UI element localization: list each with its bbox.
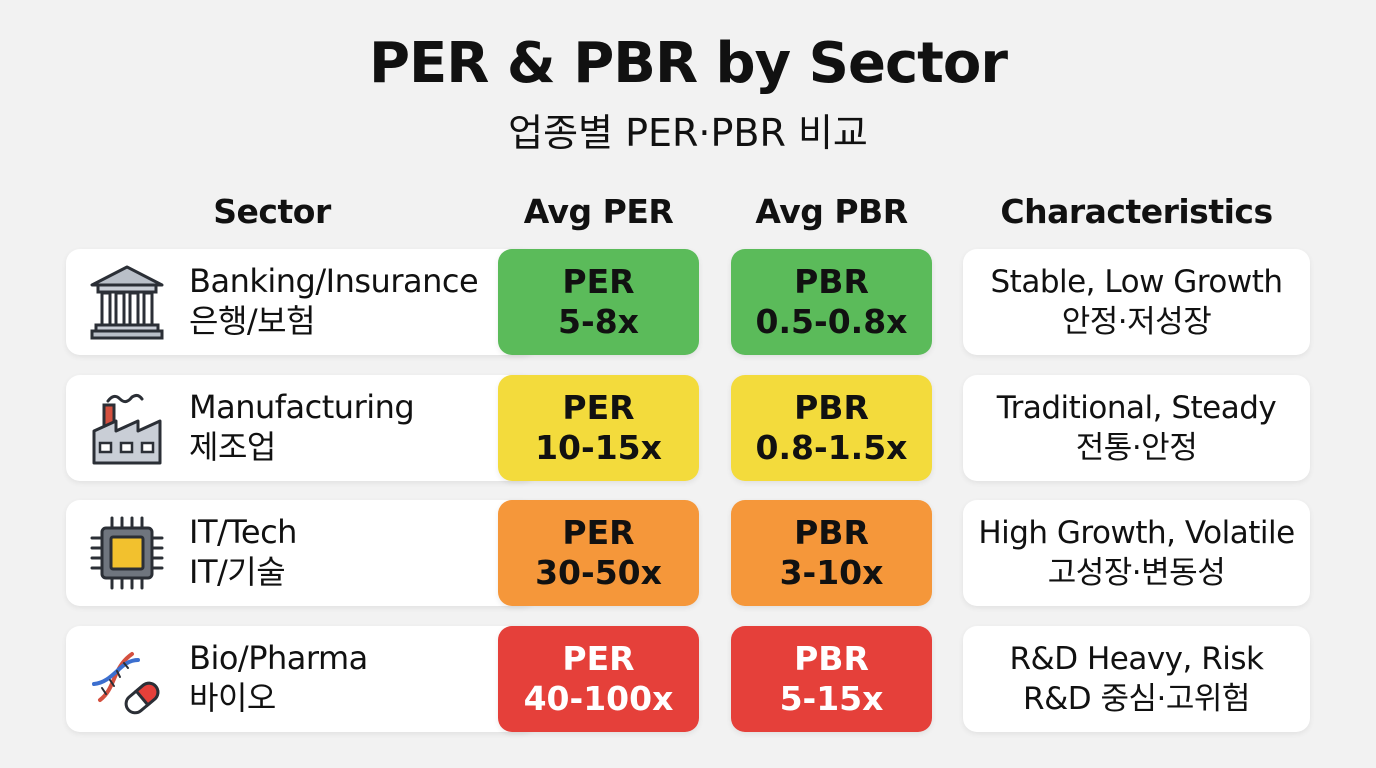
per-label: PER [562, 388, 635, 427]
table-row: Bio/Pharma 바이오 PER 40-100x PBR 5-15x R&D… [0, 626, 1376, 734]
pbr-range: 0.8-1.5x [755, 428, 908, 467]
per-cell: PER 30-50x [498, 500, 699, 606]
sector-card: IT/Tech IT/기술 [66, 500, 536, 606]
per-cell: PER 40-100x [498, 626, 699, 732]
sector-card: Manufacturing 제조업 [66, 375, 536, 481]
per-range: 5-8x [558, 302, 639, 341]
per-cell: PER 5-8x [498, 249, 699, 355]
characteristics-card: High Growth, Volatile 고성장·변동성 [963, 500, 1310, 606]
per-range: 10-15x [535, 428, 662, 467]
characteristics-card: R&D Heavy, Risk R&D 중심·고위험 [963, 626, 1310, 732]
per-label: PER [562, 639, 635, 678]
pbr-cell: PBR 3-10x [731, 500, 932, 606]
sector-name-ko: 바이오 [189, 679, 276, 717]
pbr-label: PBR [794, 513, 869, 552]
pbr-cell: PBR 0.8-1.5x [731, 375, 932, 481]
pbr-range: 0.5-0.8x [755, 302, 908, 341]
sector-card: Banking/Insurance 은행/보험 [66, 249, 536, 355]
table-row: IT/Tech IT/기술 PER 30-50x PBR 3-10x High … [0, 500, 1376, 608]
per-range: 30-50x [535, 553, 662, 592]
sector-card: Bio/Pharma 바이오 [66, 626, 536, 732]
characteristics-en: High Growth, Volatile [978, 515, 1295, 551]
sector-name: Manufacturing 제조업 [189, 387, 415, 467]
header-characteristics: Characteristics [1000, 192, 1273, 231]
chip-icon [90, 516, 164, 590]
dna-pill-icon [92, 652, 160, 715]
characteristics-card: Stable, Low Growth 안정·저성장 [963, 249, 1310, 355]
bank-icon [90, 265, 164, 340]
header-avg-per: Avg PER [523, 192, 674, 231]
sector-name-en: Manufacturing [189, 388, 415, 426]
page-title: PER & PBR by Sector [368, 31, 1008, 96]
sector-name-ko: IT/기술 [189, 553, 286, 591]
per-range: 40-100x [523, 679, 674, 718]
sector-name-en: Banking/Insurance [189, 262, 479, 300]
sector-name-en: IT/Tech [189, 513, 297, 551]
characteristics-en: Traditional, Steady [996, 390, 1277, 426]
sector-name: Bio/Pharma 바이오 [189, 638, 368, 718]
per-label: PER [562, 513, 635, 552]
sector-name-ko: 제조업 [189, 428, 276, 466]
per-cell: PER 10-15x [498, 375, 699, 481]
characteristics-card: Traditional, Steady 전통·안정 [963, 375, 1310, 481]
page-subtitle: 업종별 PER·PBR 비교 [508, 111, 868, 155]
pbr-cell: PBR 0.5-0.8x [731, 249, 932, 355]
pbr-cell: PBR 5-15x [731, 626, 932, 732]
pbr-label: PBR [794, 639, 869, 678]
table-row: Manufacturing 제조업 PER 10-15x PBR 0.8-1.5… [0, 375, 1376, 483]
header-sector: Sector [213, 192, 331, 231]
pbr-label: PBR [794, 262, 869, 301]
pbr-range: 3-10x [779, 553, 884, 592]
sector-name-ko: 은행/보험 [189, 302, 316, 340]
characteristics-en: R&D Heavy, Risk [1009, 641, 1264, 677]
table-row: Banking/Insurance 은행/보험 PER 5-8x PBR 0.5… [0, 249, 1376, 357]
pbr-range: 5-15x [779, 679, 884, 718]
factory-icon [92, 393, 162, 465]
characteristics-ko: 전통·안정 [1075, 430, 1198, 466]
characteristics-ko: 고성장·변동성 [1047, 555, 1226, 591]
sector-name: Banking/Insurance 은행/보험 [189, 261, 479, 341]
characteristics-ko: R&D 중심·고위험 [1023, 681, 1250, 717]
header-avg-pbr: Avg PBR [755, 192, 908, 231]
sector-name-en: Bio/Pharma [189, 639, 368, 677]
characteristics-ko: 안정·저성장 [1061, 304, 1212, 340]
characteristics-en: Stable, Low Growth [990, 264, 1283, 300]
pbr-label: PBR [794, 388, 869, 427]
sector-name: IT/Tech IT/기술 [189, 512, 297, 592]
per-label: PER [562, 262, 635, 301]
